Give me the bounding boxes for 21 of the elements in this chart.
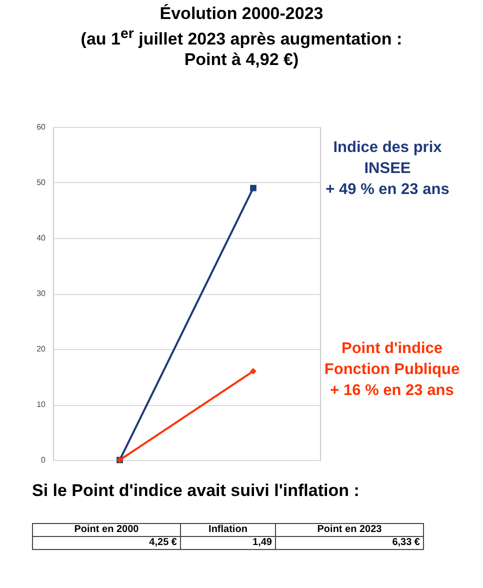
y-tick-label: 10 (36, 400, 46, 409)
point (250, 368, 256, 374)
y-tick-label: 20 (36, 344, 46, 354)
chart-title: Évolution 2000-2023 (au 1$^{er}$ juillet 2023 après augmentation : Point à 4,92 €) (80, 4, 402, 69)
y-tick-label: 30 (36, 289, 46, 298)
text: Point en 2000 (32, 524, 180, 536)
text: Point d'indice Fonction Publique (324, 340, 460, 378)
text: 4,25 € (32, 536, 180, 550)
text: Si le Point d'indice avait suivi l'inflation : (32, 481, 360, 501)
text: Inflation (180, 524, 276, 536)
text: Indice des prix INSEE (333, 139, 442, 177)
point (250, 184, 256, 192)
text: 6,33 € (276, 536, 424, 550)
y-tick-label: 40 (36, 234, 46, 242)
text: Point en 2023 (276, 524, 424, 536)
y-tick-label: 0 (41, 456, 46, 464)
text: 1,49 (180, 536, 276, 550)
text: + 16 % en 23 ans (330, 382, 454, 399)
y-tick-label: 50 (36, 178, 46, 187)
y-tick-label: 60 (36, 122, 46, 132)
text: + 49 % en 23 ans (326, 181, 450, 198)
